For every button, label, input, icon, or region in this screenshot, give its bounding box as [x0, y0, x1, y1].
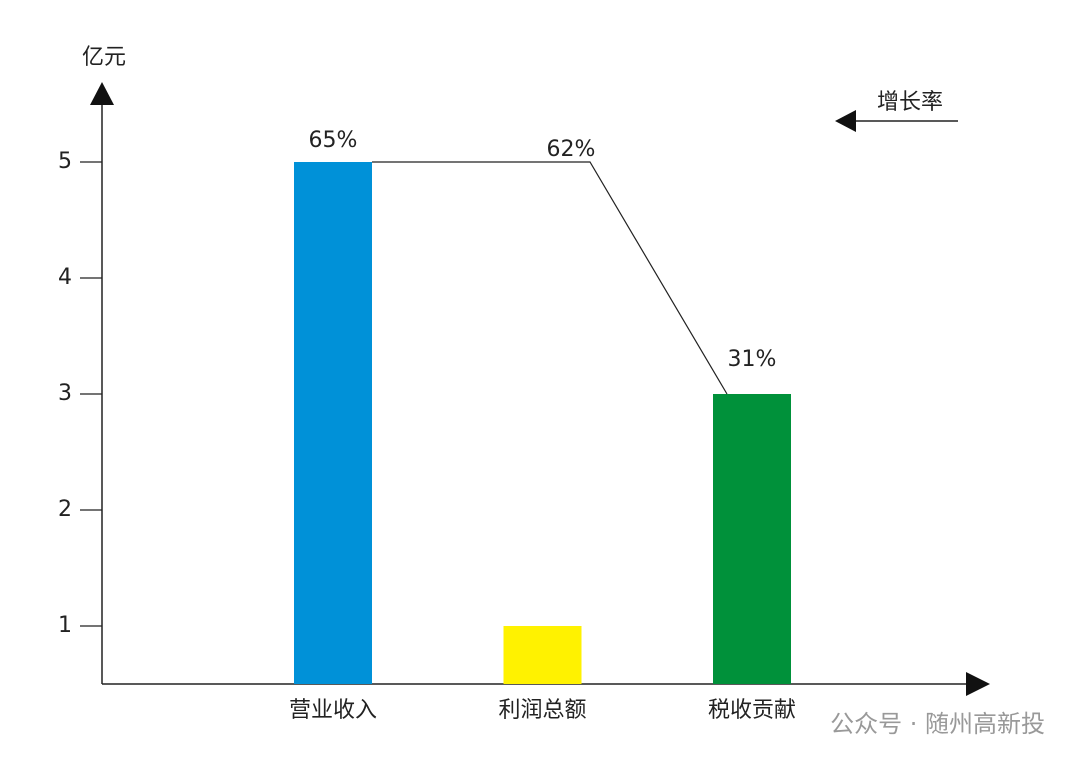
y-tick-label: 2 [58, 497, 72, 522]
y-tick-label: 4 [58, 265, 72, 290]
x-tick-label: 税收贡献 [708, 698, 796, 723]
growth-label: 65% [309, 128, 358, 153]
y-tick-label: 5 [58, 149, 72, 174]
bar [713, 394, 791, 684]
x-axis-arrow [966, 672, 990, 696]
legend-label: 增长率 [877, 90, 943, 115]
growth-line [372, 161, 728, 395]
bar [503, 626, 582, 684]
x-tick-label: 利润总额 [498, 698, 586, 723]
y-tick-label: 3 [58, 381, 72, 406]
y-axis-label: 亿元 [82, 45, 126, 70]
growth-label: 62% [547, 137, 596, 162]
x-tick-label: 营业收入 [289, 698, 377, 723]
growth-label: 31% [728, 347, 777, 372]
y-tick-label: 1 [58, 613, 72, 638]
watermark: 公众号 · 随州高新投 [830, 710, 1045, 738]
y-axis-arrow [90, 82, 114, 105]
bar [294, 162, 372, 684]
legend-arrow [835, 110, 856, 132]
